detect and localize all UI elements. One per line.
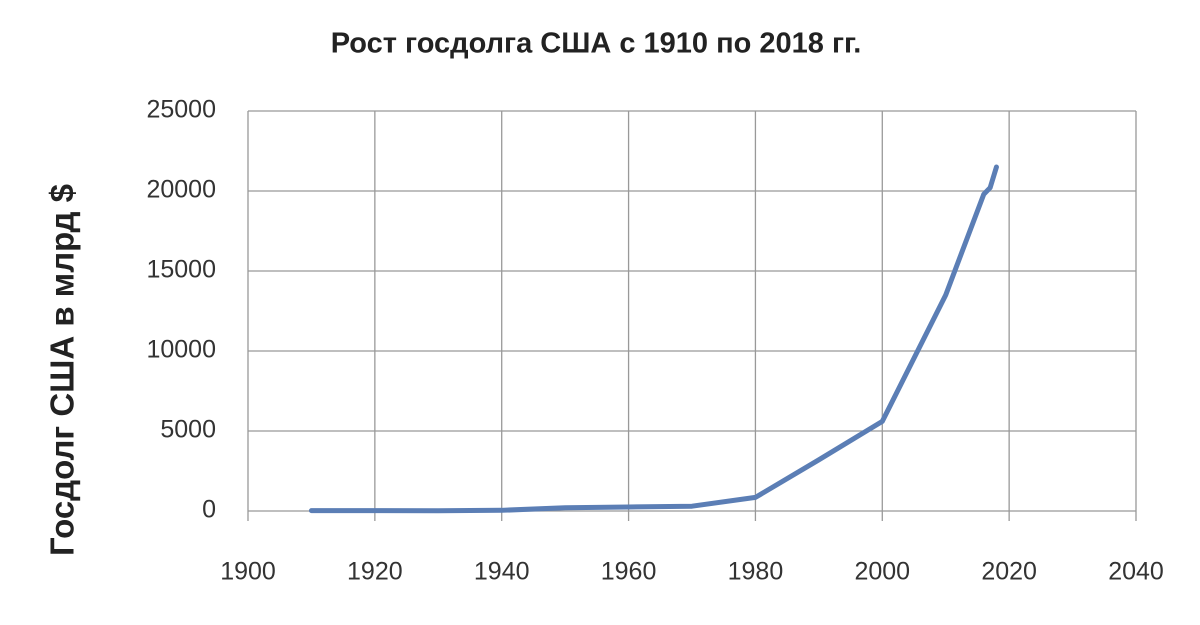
x-tick-label: 1940 [474,558,530,586]
y-axis-title: Госдолг США в млрд $ [44,184,81,556]
x-tick-label: 1960 [601,558,657,586]
x-tick-label: 2000 [854,558,910,586]
y-tick-label: 0 [202,496,216,524]
x-tick-label: 1900 [220,558,276,586]
x-tick-label: 2040 [1108,558,1164,586]
x-tick-label: 1920 [347,558,403,586]
y-tick-label: 15000 [146,256,216,284]
y-tick-label: 10000 [146,336,216,364]
chart-title: Рост госдолга США с 1910 по 2018 гг. [331,28,862,60]
x-tick-label: 2020 [981,558,1037,586]
y-tick-label: 25000 [146,96,216,124]
data-line [308,164,999,514]
y-tick-label: 5000 [160,416,216,444]
y-tick-label: 20000 [146,176,216,204]
x-tick-label: 1980 [728,558,784,586]
